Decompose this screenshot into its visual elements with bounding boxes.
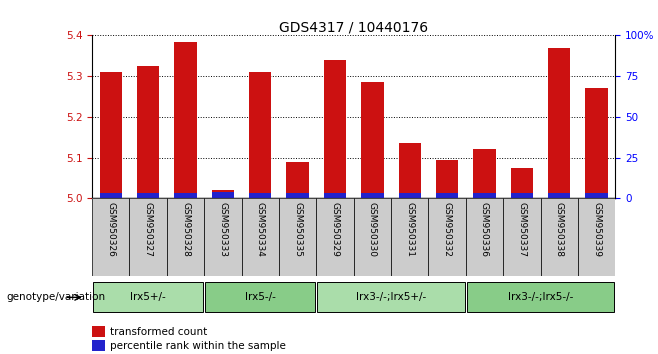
Bar xyxy=(428,198,466,276)
Bar xyxy=(137,193,159,198)
Bar xyxy=(249,193,272,198)
Text: GSM950337: GSM950337 xyxy=(517,202,526,257)
Bar xyxy=(212,192,234,198)
Bar xyxy=(466,198,503,276)
Bar xyxy=(354,198,391,276)
Bar xyxy=(361,82,384,198)
Bar xyxy=(92,340,105,352)
Text: percentile rank within the sample: percentile rank within the sample xyxy=(111,341,286,351)
Bar xyxy=(279,198,316,276)
Text: GSM950332: GSM950332 xyxy=(443,202,451,257)
Bar xyxy=(167,198,204,276)
Text: lrx3-/-;lrx5+/-: lrx3-/-;lrx5+/- xyxy=(356,292,426,302)
Bar xyxy=(174,193,197,198)
Bar xyxy=(324,60,346,198)
Text: lrx3-/-;lrx5-/-: lrx3-/-;lrx5-/- xyxy=(508,292,573,302)
Bar xyxy=(204,198,241,276)
Text: genotype/variation: genotype/variation xyxy=(7,292,106,302)
Bar xyxy=(436,193,458,198)
Text: lrx5+/-: lrx5+/- xyxy=(130,292,166,302)
Text: GSM950328: GSM950328 xyxy=(181,202,190,257)
Bar xyxy=(361,193,384,198)
FancyBboxPatch shape xyxy=(317,282,465,312)
FancyBboxPatch shape xyxy=(205,282,315,312)
Text: GSM950333: GSM950333 xyxy=(218,202,228,257)
Bar xyxy=(286,162,309,198)
Bar xyxy=(511,168,533,198)
Bar xyxy=(548,48,570,198)
Text: GSM950327: GSM950327 xyxy=(143,202,153,257)
Text: GSM950326: GSM950326 xyxy=(107,202,115,257)
Bar xyxy=(503,198,540,276)
Text: transformed count: transformed count xyxy=(111,327,208,337)
Title: GDS4317 / 10440176: GDS4317 / 10440176 xyxy=(279,20,428,34)
Text: GSM950334: GSM950334 xyxy=(256,202,265,257)
FancyBboxPatch shape xyxy=(93,282,203,312)
Bar xyxy=(399,193,421,198)
Bar xyxy=(99,72,122,198)
Bar xyxy=(511,193,533,198)
Bar xyxy=(316,198,354,276)
Text: GSM950331: GSM950331 xyxy=(405,202,415,257)
Bar xyxy=(436,160,458,198)
Bar xyxy=(586,193,608,198)
Bar xyxy=(473,149,495,198)
Text: GSM950335: GSM950335 xyxy=(293,202,302,257)
Bar xyxy=(399,143,421,198)
Text: GSM950336: GSM950336 xyxy=(480,202,489,257)
Bar xyxy=(174,41,197,198)
Text: GSM950330: GSM950330 xyxy=(368,202,377,257)
Text: GSM950339: GSM950339 xyxy=(592,202,601,257)
Bar xyxy=(130,198,167,276)
Bar xyxy=(391,198,428,276)
Bar xyxy=(473,193,495,198)
Text: lrx5-/-: lrx5-/- xyxy=(245,292,276,302)
Bar xyxy=(241,198,279,276)
Bar xyxy=(286,193,309,198)
Bar xyxy=(249,72,272,198)
Bar xyxy=(540,198,578,276)
Text: GSM950329: GSM950329 xyxy=(330,202,340,257)
Bar xyxy=(92,326,105,337)
Bar xyxy=(137,66,159,198)
Bar xyxy=(578,198,615,276)
Bar xyxy=(99,193,122,198)
FancyBboxPatch shape xyxy=(467,282,614,312)
Bar xyxy=(548,193,570,198)
Text: GSM950338: GSM950338 xyxy=(555,202,564,257)
Bar xyxy=(92,198,130,276)
Bar xyxy=(324,193,346,198)
Bar xyxy=(212,190,234,198)
Bar xyxy=(586,88,608,198)
